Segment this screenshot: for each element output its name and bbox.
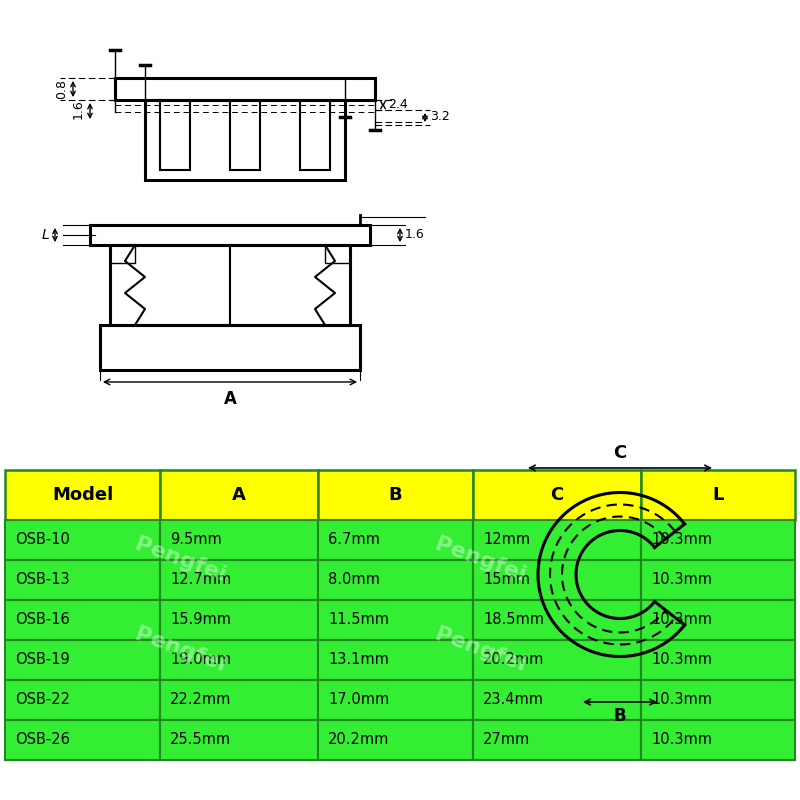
Bar — [5, 680, 160, 720]
Text: Pengfei: Pengfei — [132, 534, 228, 586]
Text: 22.2mm: 22.2mm — [170, 693, 231, 707]
Bar — [100, 325, 360, 370]
Text: 1.6: 1.6 — [72, 99, 85, 119]
Text: 10.3mm: 10.3mm — [651, 733, 712, 747]
Bar — [641, 640, 795, 680]
Bar — [318, 520, 473, 560]
Bar — [160, 470, 318, 520]
Bar — [5, 470, 160, 520]
Text: Pengfei: Pengfei — [432, 624, 528, 676]
Text: B: B — [389, 486, 402, 504]
Bar — [5, 600, 160, 640]
Text: 19.0mm: 19.0mm — [170, 653, 231, 667]
Text: 27mm: 27mm — [483, 733, 530, 747]
Bar — [110, 245, 350, 325]
Bar — [110, 245, 135, 263]
Text: 3.2: 3.2 — [430, 110, 450, 123]
Text: 13.1mm: 13.1mm — [328, 653, 389, 667]
Bar — [90, 225, 370, 245]
Text: 6.7mm: 6.7mm — [328, 533, 380, 547]
Bar — [641, 720, 795, 760]
Bar — [145, 100, 345, 180]
Bar — [318, 470, 473, 520]
Text: 23.4mm: 23.4mm — [483, 693, 544, 707]
Bar — [473, 520, 641, 560]
Text: 10.3mm: 10.3mm — [651, 613, 712, 627]
Text: 0.8: 0.8 — [55, 79, 68, 99]
Text: 12.7mm: 12.7mm — [170, 573, 231, 587]
Bar — [318, 680, 473, 720]
Bar — [641, 560, 795, 600]
Bar — [473, 720, 641, 760]
Text: A: A — [223, 390, 237, 408]
Text: 8.0mm: 8.0mm — [328, 573, 380, 587]
Text: 10.3mm: 10.3mm — [651, 533, 712, 547]
Text: 10.3mm: 10.3mm — [651, 693, 712, 707]
Bar — [653, 602, 666, 622]
Text: 10.3mm: 10.3mm — [651, 573, 712, 587]
Text: OSB-19: OSB-19 — [15, 653, 70, 667]
Bar — [160, 520, 318, 560]
Text: 25.5mm: 25.5mm — [170, 733, 231, 747]
Bar — [5, 560, 160, 600]
Bar — [318, 560, 473, 600]
Bar — [473, 560, 641, 600]
Bar — [473, 600, 641, 640]
Text: OSB-22: OSB-22 — [15, 693, 70, 707]
Text: 1.6: 1.6 — [405, 229, 425, 242]
Bar — [160, 720, 318, 760]
Bar — [473, 470, 641, 520]
Bar — [318, 600, 473, 640]
Text: A: A — [232, 486, 246, 504]
Text: Pengfei: Pengfei — [132, 624, 228, 676]
Bar — [5, 640, 160, 680]
Bar — [5, 520, 160, 560]
Text: Pengfei: Pengfei — [432, 534, 528, 586]
Bar — [318, 640, 473, 680]
Text: OSB-16: OSB-16 — [15, 613, 70, 627]
Bar — [641, 680, 795, 720]
Text: 20.2mm: 20.2mm — [483, 653, 544, 667]
Bar — [520, 480, 720, 690]
Text: 11.5mm: 11.5mm — [328, 613, 389, 627]
Text: C: C — [614, 444, 626, 462]
Text: 18.5mm: 18.5mm — [483, 613, 544, 627]
Text: 20.2mm: 20.2mm — [328, 733, 390, 747]
Text: 10.3mm: 10.3mm — [651, 653, 712, 667]
Bar — [641, 520, 795, 560]
Bar — [115, 78, 375, 100]
Text: Model: Model — [52, 486, 113, 504]
Bar — [318, 720, 473, 760]
Bar — [641, 600, 795, 640]
Bar — [638, 547, 653, 567]
Text: OSB-13: OSB-13 — [15, 573, 70, 587]
Bar — [473, 640, 641, 680]
Text: 15.9mm: 15.9mm — [170, 613, 231, 627]
Bar — [160, 640, 318, 680]
Bar — [325, 245, 350, 263]
Text: OSB-10: OSB-10 — [15, 533, 70, 547]
Bar — [160, 680, 318, 720]
Text: 12mm: 12mm — [483, 533, 530, 547]
Bar — [5, 720, 160, 760]
Bar — [641, 470, 795, 520]
Bar — [160, 600, 318, 640]
Text: 2.4: 2.4 — [388, 98, 408, 111]
Text: 17.0mm: 17.0mm — [328, 693, 390, 707]
Text: OSB-26: OSB-26 — [15, 733, 70, 747]
Text: C: C — [550, 486, 564, 504]
Text: L: L — [42, 228, 49, 242]
Text: B: B — [614, 707, 626, 725]
Text: 15mm: 15mm — [483, 573, 530, 587]
Text: L: L — [712, 486, 724, 504]
Bar — [160, 560, 318, 600]
Text: 9.5mm: 9.5mm — [170, 533, 222, 547]
Bar — [473, 680, 641, 720]
